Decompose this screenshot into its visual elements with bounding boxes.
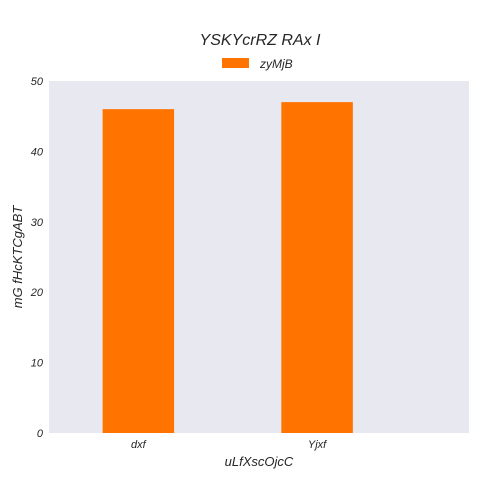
y-tick-label: 40 xyxy=(31,146,44,158)
legend-label: zyMjB xyxy=(259,57,293,71)
y-tick-label: 50 xyxy=(31,76,44,88)
y-tick-label: 0 xyxy=(37,428,44,440)
x-tick-label: dxf xyxy=(131,439,147,451)
legend-swatch xyxy=(222,58,249,68)
y-tick-label: 10 xyxy=(31,358,44,370)
y-tick-labels: 0 10 20 30 40 50 xyxy=(30,76,44,440)
bar-yjxf xyxy=(281,102,353,434)
y-tick-label: 20 xyxy=(30,287,44,299)
legend: zyMjB xyxy=(222,57,293,71)
x-tick-labels: dxf Yjxf xyxy=(131,439,327,451)
bar-dxf xyxy=(102,109,175,433)
y-tick-label: 30 xyxy=(31,217,44,229)
bars-group xyxy=(102,102,353,434)
chart-title: YSKYcrRZ RAx I xyxy=(200,32,321,49)
y-axis-label: mG fHcKTCgABT xyxy=(10,205,25,309)
x-axis-label: uLfXscOjcC xyxy=(225,454,294,469)
x-tick-label: Yjxf xyxy=(308,439,327,451)
